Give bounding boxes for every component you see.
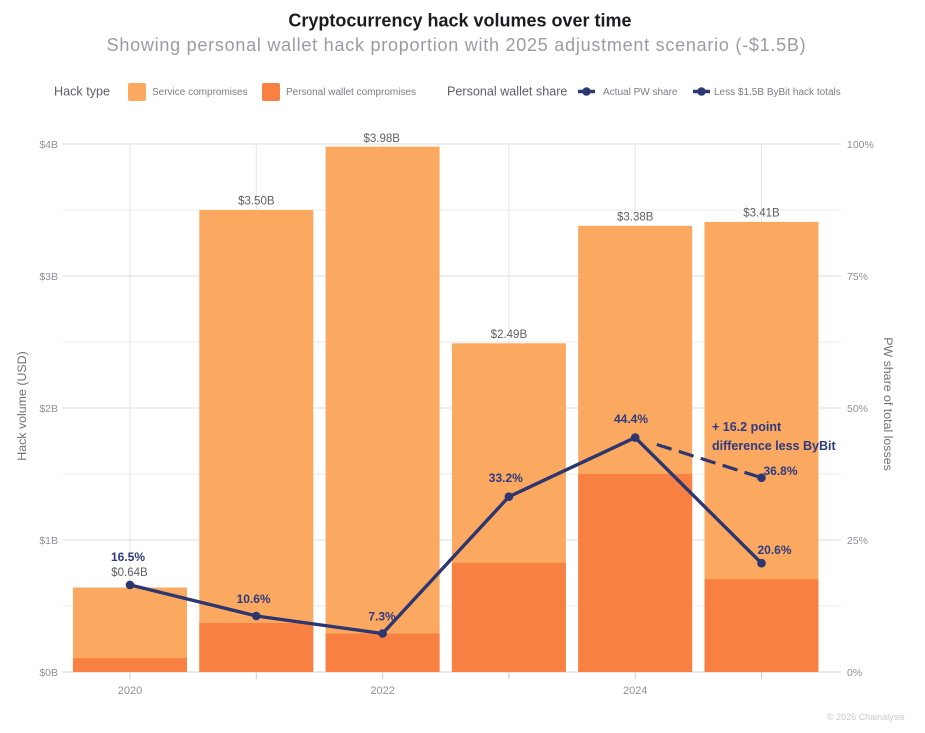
- svg-text:$1B: $1B: [39, 535, 58, 547]
- svg-text:Service compromises: Service compromises: [152, 87, 248, 98]
- svg-text:75%: 75%: [847, 271, 868, 283]
- svg-text:Personal wallet compromises: Personal wallet compromises: [286, 87, 416, 98]
- svg-text:20.6%: 20.6%: [757, 543, 791, 557]
- svg-text:50%: 50%: [847, 403, 868, 415]
- svg-text:16.5%: 16.5%: [111, 550, 145, 564]
- svg-text:2022: 2022: [370, 685, 394, 697]
- svg-text:36.8%: 36.8%: [763, 464, 797, 478]
- svg-text:33.2%: 33.2%: [489, 471, 523, 485]
- svg-text:Actual PW share: Actual PW share: [603, 87, 678, 98]
- svg-text:2020: 2020: [118, 685, 142, 697]
- svg-text:$3.98B: $3.98B: [363, 133, 400, 145]
- svg-text:© 2026 Chainalysis: © 2026 Chainalysis: [827, 712, 905, 722]
- svg-text:10.6%: 10.6%: [237, 592, 271, 606]
- svg-text:Showing personal wallet hack p: Showing personal wallet hack proportion …: [107, 35, 807, 55]
- svg-text:difference less ByBit: difference less ByBit: [712, 439, 836, 453]
- svg-text:$3B: $3B: [39, 271, 58, 283]
- svg-text:$4B: $4B: [39, 139, 58, 151]
- svg-text:PW share of total losses: PW share of total losses: [881, 337, 895, 471]
- svg-text:$3.38B: $3.38B: [617, 211, 654, 223]
- svg-text:$2.49B: $2.49B: [491, 329, 528, 341]
- svg-text:7.3%: 7.3%: [368, 610, 396, 624]
- svg-text:44.4%: 44.4%: [614, 412, 648, 426]
- svg-text:Hack volume (USD): Hack volume (USD): [15, 351, 29, 460]
- svg-text:$3.50B: $3.50B: [238, 196, 275, 208]
- svg-text:$0B: $0B: [39, 667, 58, 679]
- svg-text:100%: 100%: [847, 139, 874, 151]
- svg-text:+ 16.2 point: + 16.2 point: [712, 420, 782, 434]
- svg-text:$0.64B: $0.64B: [111, 567, 148, 579]
- svg-text:$3.41B: $3.41B: [743, 207, 780, 219]
- svg-text:25%: 25%: [847, 535, 868, 547]
- svg-text:2024: 2024: [623, 685, 647, 697]
- svg-text:Less $1.5B ByBit hack totals: Less $1.5B ByBit hack totals: [714, 87, 841, 98]
- svg-text:0%: 0%: [847, 667, 862, 679]
- svg-text:Personal wallet share: Personal wallet share: [447, 85, 567, 99]
- svg-text:Hack type: Hack type: [54, 85, 110, 99]
- svg-text:$2B: $2B: [39, 403, 58, 415]
- svg-text:Cryptocurrency hack volumes ov: Cryptocurrency hack volumes over time: [288, 11, 631, 31]
